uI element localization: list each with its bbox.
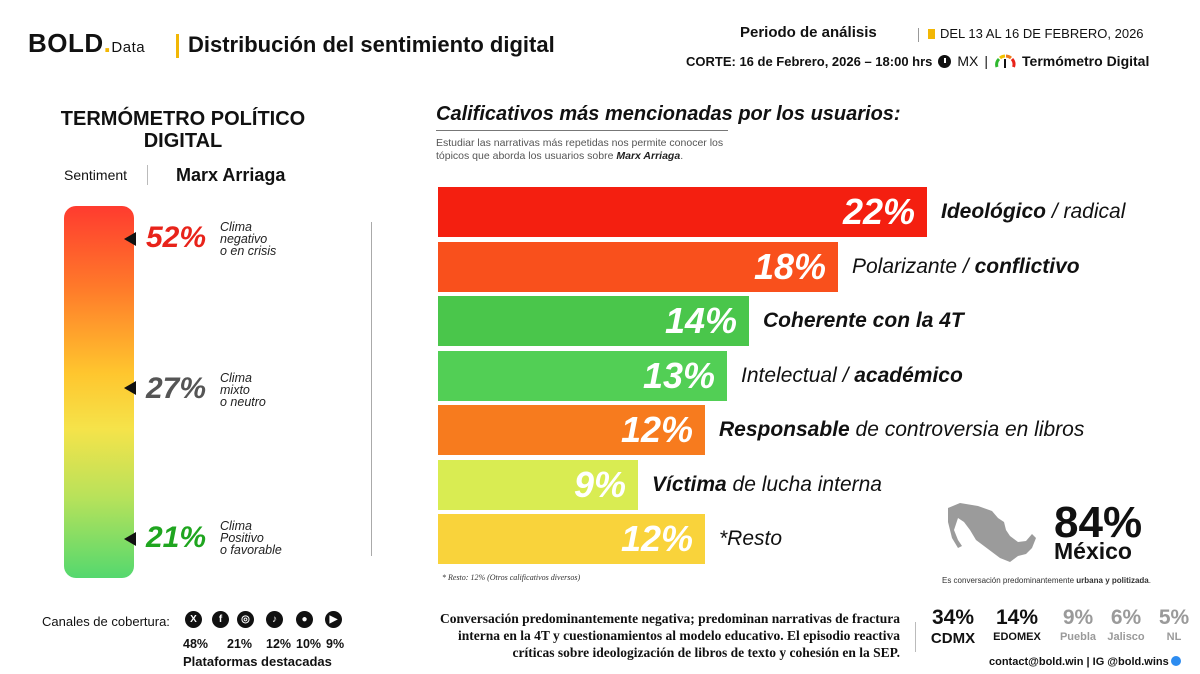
bar-1 xyxy=(438,242,838,292)
bar-value-label: 9% xyxy=(573,464,626,505)
subject-name: Marx Arriaga xyxy=(176,165,286,185)
bar-value-label: 12% xyxy=(620,518,693,559)
mexico-pct: 84% xyxy=(1054,498,1143,547)
summary-text: Conversación predominantemente negativa;… xyxy=(440,611,900,660)
contact-info: contact@bold.win | IG @bold.wins xyxy=(989,656,1181,668)
bar-category-label: Coherente con la 4T xyxy=(763,309,964,332)
brand-logo: BOLD.Data xyxy=(28,28,146,58)
bar-value-label: 14% xyxy=(664,300,737,341)
bar-category-label: Ideológico / radical xyxy=(941,200,1126,223)
region-edomex: 14% EDOMEX xyxy=(993,606,1041,643)
region-nl: 5% NL xyxy=(1158,606,1190,643)
chart-subtitle: Estudiar las narrativas más repetidas no… xyxy=(436,137,724,162)
mexico-note: Es conversación predominantemente urbana… xyxy=(942,576,1151,585)
platforms-label: Plataformas destacadas xyxy=(183,654,332,669)
youtube-pct: 9% xyxy=(326,637,345,651)
facebook-pct: 21% xyxy=(227,637,253,651)
level-negative-text: Clima negativo o en crisis xyxy=(220,220,277,258)
level-positive-pct: 21% xyxy=(146,521,207,554)
period-range: DEL 13 AL 16 DE FEBRERO, 2026 xyxy=(940,26,1144,41)
youtube-icon: ▶ xyxy=(325,611,342,628)
bar-0 xyxy=(438,187,927,237)
level-positive-text: Clima Positivo o favorable xyxy=(220,519,282,557)
level-negative-pct: 52% xyxy=(146,221,207,254)
bar-6 xyxy=(438,514,705,564)
mexico-label: México xyxy=(1054,538,1132,564)
tiktok-icon: ♪ xyxy=(266,611,283,628)
marker-neutral-icon xyxy=(124,381,136,395)
country-code: MX xyxy=(957,53,979,69)
corte-line: CORTE: 16 de Febrero, 2026 – 18:00 hrs M… xyxy=(686,53,1149,69)
tiktok-pct: 12% xyxy=(266,637,292,651)
summary-divider xyxy=(915,622,916,652)
page-title: Distribución del sentimiento digital xyxy=(188,32,555,57)
bar-category-label: Víctima de lucha interna xyxy=(652,473,882,496)
sentiment-label: Sentiment xyxy=(64,167,128,183)
marker-positive-icon xyxy=(124,532,136,546)
region-puebla: 9% Puebla xyxy=(1059,606,1097,643)
bar-5 xyxy=(438,460,638,510)
level-neutral-pct: 27% xyxy=(146,372,207,405)
period-divider xyxy=(918,28,919,42)
bar-value-label: 12% xyxy=(620,409,693,450)
resto-note: * Resto: 12% (Otros calificativos divers… xyxy=(442,573,581,582)
x-icon: X xyxy=(185,611,202,628)
bar-category-label: Polarizante / conflictivo xyxy=(852,255,1080,278)
thermometer-gauge-icon xyxy=(994,53,1016,69)
bar-4 xyxy=(438,405,705,455)
clock-icon xyxy=(938,54,952,68)
facebook-icon: f xyxy=(212,611,229,628)
bar-3 xyxy=(438,351,727,401)
thermometer-title: TERMÓMETRO POLÍTICO DIGITAL xyxy=(60,108,306,152)
bar-category-label: Intelectual / académico xyxy=(741,364,963,387)
bar-category-label: Responsable de controversia en libros xyxy=(719,418,1085,441)
region-jalisco: 6% Jalisco xyxy=(1107,606,1145,643)
level-neutral-text: Clima mixto o neutro xyxy=(220,371,266,409)
section-divider xyxy=(371,222,372,556)
bar-2 xyxy=(438,296,749,346)
bar-value-label: 18% xyxy=(753,246,826,287)
header-divider xyxy=(176,34,179,58)
verified-icon xyxy=(1170,656,1181,667)
bar-category-label: *Resto xyxy=(719,527,783,550)
sentiment-divider xyxy=(147,165,148,185)
bar-value-label: 22% xyxy=(842,191,915,232)
community-icon: ● xyxy=(296,611,313,628)
thermometer-brand: Termómetro Digital xyxy=(1022,53,1150,69)
chart-title-underline xyxy=(436,130,728,131)
period-marker-icon xyxy=(928,29,935,39)
instagram-icon: ◎ xyxy=(237,611,254,628)
corte-text: CORTE: 16 de Febrero, 2026 – 18:00 hrs xyxy=(686,53,933,69)
community-pct: 10% xyxy=(296,637,322,651)
country-separator: | xyxy=(984,53,989,69)
bar-value-label: 13% xyxy=(642,355,715,396)
coverage-label: Canales de cobertura: xyxy=(42,614,170,629)
period-label: Periodo de análisis xyxy=(740,24,877,41)
mexico-map-icon xyxy=(946,500,1038,571)
region-cdmx: 34% CDMX xyxy=(930,606,976,647)
sentiment-gradient-bar xyxy=(64,206,134,578)
x-pct: 48% xyxy=(183,637,209,651)
chart-title: Calificativos más mencionadas por los us… xyxy=(436,103,901,125)
marker-negative-icon xyxy=(124,232,136,246)
